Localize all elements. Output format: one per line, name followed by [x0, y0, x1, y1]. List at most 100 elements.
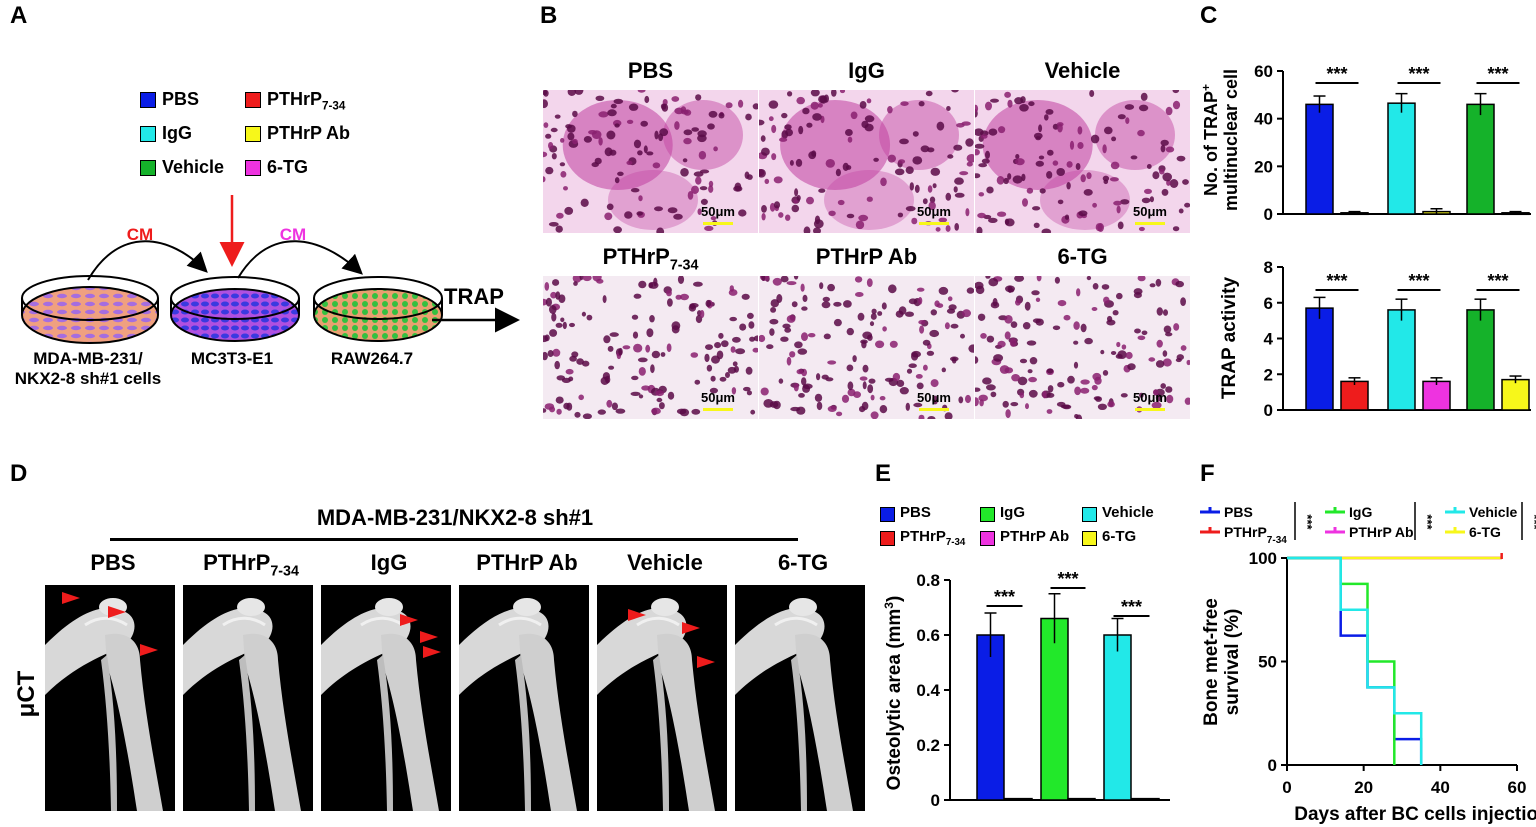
legend-a-swatch-1 — [245, 92, 261, 108]
micrograph-title-4: PTHrP Ab — [815, 244, 918, 269]
micrograph-1: 50μm — [759, 90, 974, 233]
bar-2 — [1040, 617, 1069, 801]
micrograph-2: 50μm — [975, 90, 1190, 233]
lesion-arrow-icon — [62, 592, 80, 604]
label-subscript: 7-34 — [669, 257, 699, 274]
micrograph-3: 50μm — [543, 276, 758, 419]
bone-scan-2 — [321, 585, 451, 811]
dish1-label-line1: MDA-MB-231/ — [33, 349, 143, 368]
legend-f-label-0: PBS — [1224, 504, 1253, 520]
bone-title-5: 6-TG — [777, 550, 829, 575]
y-tick-label: 0.8 — [916, 571, 940, 590]
bone-title-1: PTHrP7-34 — [203, 550, 299, 580]
dish1-label-line2: NKX2-8 sh#1 cells — [15, 369, 161, 388]
label-subscript: 7-34 — [270, 563, 299, 580]
legend-f-subscript: 7-34 — [1267, 535, 1287, 546]
bone-title-3: PTHrP Ab — [476, 550, 578, 575]
f-x-tick-label: 60 — [1508, 778, 1527, 797]
bone-image — [45, 598, 163, 811]
scale-bar-label: 50μm — [1133, 390, 1167, 405]
bar-4 — [1466, 309, 1495, 411]
micrograph-image — [975, 276, 1190, 419]
bone-image — [459, 598, 577, 811]
lesion-arrow-icon — [697, 656, 715, 668]
legend-e-label-5: 6-TG — [1102, 528, 1137, 545]
bar-4 — [1466, 103, 1495, 215]
c-top-ylabel-line1: No. of TRAP+ — [1199, 84, 1221, 196]
bone-image — [597, 598, 715, 811]
micrograph-image — [543, 276, 758, 419]
bar-4 — [1103, 634, 1132, 801]
c-top-ylabel-sup: + — [1199, 84, 1213, 91]
sig-label-1: *** — [1408, 271, 1429, 291]
f-xlabel: Days after BC cells injection — [1294, 804, 1536, 825]
dish-2 — [170, 276, 300, 342]
bar-0 — [1305, 307, 1334, 411]
survival-line-2 — [1287, 556, 1423, 765]
legend-e-swatch-2 — [1082, 507, 1097, 522]
bone-title-4: Vehicle — [627, 550, 703, 575]
legend-f-label-4: Vehicle — [1469, 504, 1517, 520]
label-subscript: 7-34 — [322, 99, 346, 113]
micrograph-image — [759, 276, 974, 419]
c-bottom-ylabel: TRAP activity — [1219, 277, 1240, 400]
micrograph-0: 50μm — [543, 90, 758, 233]
panel-a-diagram: CM CM TRAP MDA-MB-231/ NKX2-8 sh#1 cells… — [15, 195, 520, 388]
micrograph-image — [759, 90, 974, 233]
bar-5 — [1131, 797, 1160, 801]
cm-label-left: CM — [127, 225, 153, 244]
lesion-arrow-icon — [140, 644, 158, 656]
micrograph-image — [543, 90, 758, 233]
bone-scan-0 — [45, 585, 175, 811]
y-tick-label: 2 — [1264, 365, 1273, 384]
legend-e-label-0: PBS — [900, 504, 931, 521]
lesion-arrow-icon — [108, 606, 126, 618]
bone-image — [321, 598, 439, 811]
bar-3 — [1422, 380, 1451, 411]
y-tick-label: 0.6 — [916, 626, 940, 645]
legend-f-sig-0: *** — [1300, 514, 1315, 530]
legend-a-swatch-0 — [140, 92, 156, 108]
trap-label: TRAP — [444, 284, 504, 309]
survival-line-0 — [1287, 556, 1423, 765]
bar-0 — [976, 634, 1005, 801]
bone-scan-4 — [597, 585, 727, 811]
y-tick-label: 8 — [1264, 258, 1273, 277]
e-ylabel: Osteolytic area (mm3) — [882, 596, 905, 791]
legend-e-swatch-0 — [880, 507, 895, 522]
panel-d-header-line — [110, 538, 798, 541]
panel-letter-c: C — [1200, 2, 1218, 29]
panel-d-header: MDA-MB-231/NKX2-8 sh#1 — [316, 505, 594, 530]
panel-letter-e: E — [875, 460, 892, 487]
panel-letter-f: F — [1200, 460, 1215, 487]
sig-label-0: *** — [1326, 271, 1347, 291]
y-tick-label: 40 — [1254, 110, 1273, 129]
bar-2 — [1387, 102, 1416, 215]
panel-d-row-label: μCT — [13, 670, 40, 718]
micrograph-4: 50μm — [759, 276, 974, 419]
y-tick-label: 60 — [1254, 62, 1273, 81]
sig-label-0: *** — [1326, 64, 1347, 84]
dish-3 — [313, 276, 443, 342]
bar-5 — [1501, 378, 1530, 411]
sig-label-2: *** — [1487, 64, 1508, 84]
legend-f-label-2: IgG — [1349, 504, 1372, 520]
f-y-tick-label: 50 — [1258, 653, 1277, 672]
chart-f: PBS PTHrP7-34 IgG PTHrP Ab Vehicle 6-TG *** ***… — [1200, 502, 1536, 825]
f-x-tick-label: 40 — [1431, 778, 1450, 797]
bar-1 — [1340, 380, 1369, 411]
legend-a-label-1: PTHrP7-34 — [267, 89, 346, 113]
panel-letter-a: A — [10, 2, 28, 29]
panel-letter-b: B — [540, 2, 558, 29]
micrograph-image — [975, 90, 1190, 233]
micrograph-5: 50μm — [975, 276, 1190, 419]
f-y-tick-label: 100 — [1249, 549, 1277, 568]
legend-f-label-1: PTHrP7-34 — [1224, 524, 1287, 546]
e-ylabel-sup: 3 — [882, 602, 896, 609]
legend-e-swatch-3 — [880, 531, 895, 546]
scale-bar-label: 50μm — [701, 204, 735, 219]
legend-a-label-3: PTHrP Ab — [267, 123, 351, 143]
bone-image — [183, 598, 301, 811]
f-x-tick-label: 0 — [1282, 778, 1291, 797]
legend-a-swatch-3 — [245, 126, 261, 142]
